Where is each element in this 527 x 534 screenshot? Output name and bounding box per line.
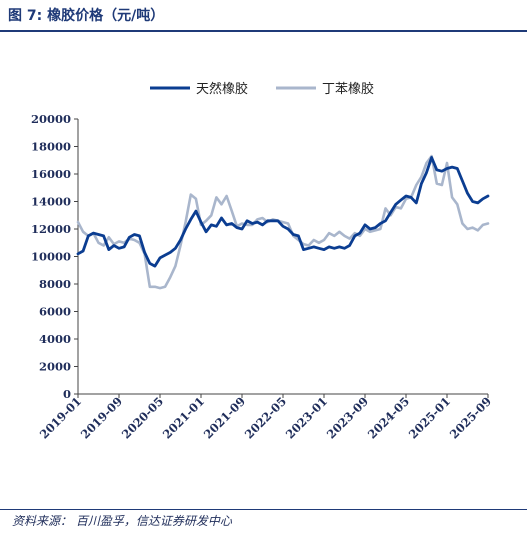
y-tick-label: 4000 xyxy=(39,332,71,346)
series-points-0 xyxy=(77,157,489,267)
y-tick-label: 2000 xyxy=(39,360,71,374)
x-tick-label: 2024-05 xyxy=(365,394,412,441)
source-note: 资料来源： 百川盈孚，信达证券研发中心 xyxy=(12,514,232,528)
x-tick-label: 2019-09 xyxy=(78,394,125,441)
y-tick-label: 0 xyxy=(63,387,71,401)
x-tick-label: 2023-09 xyxy=(324,394,371,441)
legend-label-series-0: 天然橡胶 xyxy=(196,81,248,97)
axes: 0 2000 4000 6000 8000 10000 12000 14000 16000 180… xyxy=(31,112,494,441)
rubber-price-chart: 天然橡胶 丁苯橡胶 0 2000 4000 6000 8000 10000 12000 140… xyxy=(31,81,494,441)
series-layer xyxy=(76,154,490,290)
y-tick-label: 20000 xyxy=(31,112,71,126)
y-tick-label: 16000 xyxy=(31,167,71,181)
x-tick-label: 2025-01 xyxy=(406,394,453,441)
source-divider xyxy=(0,509,527,510)
legend: 天然橡胶 丁苯橡胶 xyxy=(150,81,374,97)
x-tick-label: 2020-05 xyxy=(119,394,166,441)
page-title: 图 7: 橡胶价格（元/吨） xyxy=(8,8,165,24)
x-tick-label: 2022-05 xyxy=(242,394,289,441)
y-tick-label: 12000 xyxy=(31,222,71,236)
series-line-0 xyxy=(76,156,490,268)
x-tick-label: 2021-09 xyxy=(201,394,248,441)
series-points-1 xyxy=(77,156,489,289)
y-tick-label: 6000 xyxy=(39,305,71,319)
x-tick-label: 2023-01 xyxy=(283,394,330,441)
x-tick-label: 2021-01 xyxy=(160,394,207,441)
legend-label-series-1: 丁苯橡胶 xyxy=(322,81,374,97)
y-tick-label: 18000 xyxy=(31,140,71,154)
x-tick-label: 2019-01 xyxy=(37,394,84,441)
y-tick-label: 8000 xyxy=(39,277,71,291)
x-tick-label: 2025-09 xyxy=(447,394,494,441)
y-tick-label: 14000 xyxy=(31,195,71,209)
y-tick-label: 10000 xyxy=(31,250,71,264)
title-divider xyxy=(0,30,527,32)
